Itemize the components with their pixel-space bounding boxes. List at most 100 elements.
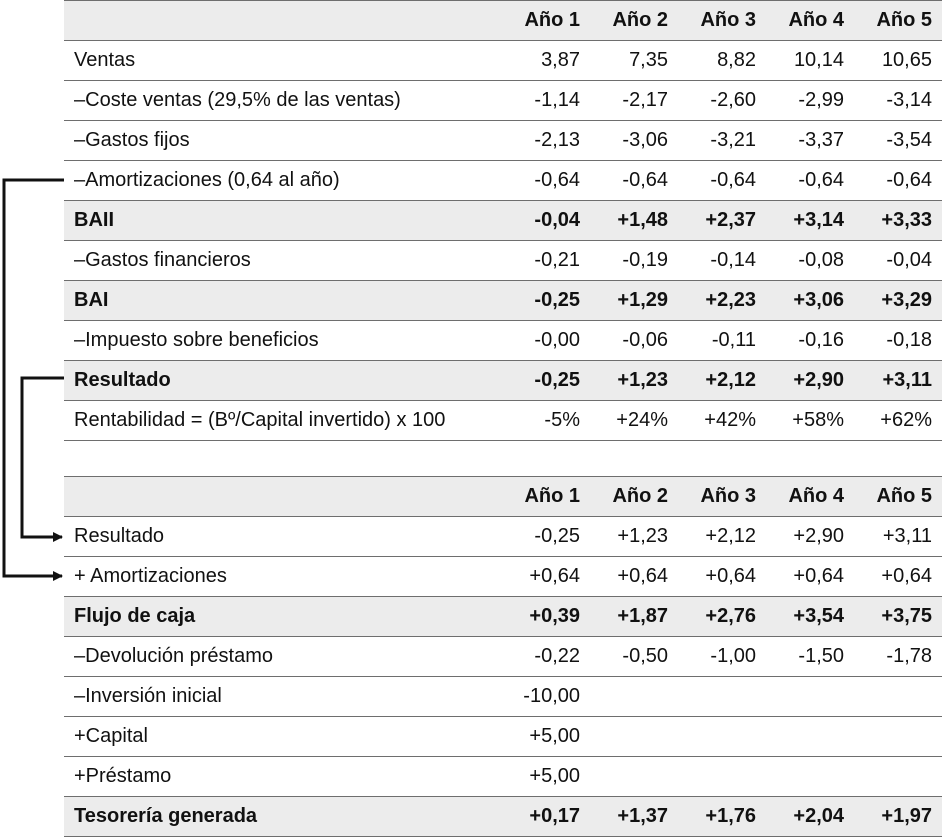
- value-cell: +3,11: [854, 360, 942, 401]
- row-label: Resultado: [64, 360, 502, 401]
- value-cell: -3,21: [678, 120, 766, 161]
- row-prestamo: +Préstamo +5,00: [64, 756, 942, 797]
- row-label: BAI: [64, 280, 502, 321]
- header-blank-cell: [64, 0, 502, 41]
- value-cell: -0,18: [854, 320, 942, 361]
- row-devolucion-prestamo: –Devolución préstamo -0,22 -0,50 -1,00 -1,50…: [64, 636, 942, 677]
- value-cell: -0,04: [854, 240, 942, 281]
- row-label: +Capital: [64, 716, 502, 757]
- value-cell: +3,54: [766, 596, 854, 637]
- column-header-ano-1: Año 1: [502, 476, 590, 517]
- row-capital: +Capital +5,00: [64, 716, 942, 757]
- value-cell: [854, 756, 942, 797]
- value-cell: [678, 676, 766, 717]
- value-cell: [678, 756, 766, 797]
- value-cell: +5,00: [502, 716, 590, 757]
- value-cell: +1,23: [590, 360, 678, 401]
- column-header-ano-3: Año 3: [678, 0, 766, 41]
- value-cell: +2,90: [766, 360, 854, 401]
- value-cell: +2,37: [678, 200, 766, 241]
- row-label: Resultado: [64, 516, 502, 557]
- value-cell: -3,06: [590, 120, 678, 161]
- value-cell: -2,60: [678, 80, 766, 121]
- value-cell: -0,64: [590, 160, 678, 201]
- value-cell: +2,90: [766, 516, 854, 557]
- value-cell: -3,37: [766, 120, 854, 161]
- column-header-ano-3: Año 3: [678, 476, 766, 517]
- row-amortizaciones-0-64-al-ano: –Amortizaciones (0,64 al año) -0,64 -0,64-…: [64, 160, 942, 201]
- row-label: Rentabilidad = (Bº/Capital invertido) x …: [64, 400, 502, 441]
- value-cell: [590, 716, 678, 757]
- value-cell: -0,21: [502, 240, 590, 281]
- value-cell: +2,12: [678, 360, 766, 401]
- column-header-ano-4: Año 4: [766, 0, 854, 41]
- value-cell: [766, 756, 854, 797]
- value-cell: -0,14: [678, 240, 766, 281]
- value-cell: +62%: [854, 400, 942, 441]
- value-cell: 3,87: [502, 40, 590, 81]
- value-cell: [854, 676, 942, 717]
- value-cell: -0,06: [590, 320, 678, 361]
- row-label: –Impuesto sobre beneficios: [64, 320, 502, 361]
- row-rentabilidad-b-capital-invertido-x-100: Rentabilidad = (Bº/Capital invertido) x …: [64, 400, 942, 441]
- row-label: –Inversión inicial: [64, 676, 502, 717]
- value-cell: -0,00: [502, 320, 590, 361]
- value-cell: +3,33: [854, 200, 942, 241]
- row-label: Flujo de caja: [64, 596, 502, 637]
- row-gastos-financieros: –Gastos financieros -0,21 -0,19 -0,14 -0,08-…: [64, 240, 942, 281]
- row-resultado: Resultado -0,25 +1,23 +2,12 +2,90 +3,11: [64, 360, 942, 401]
- value-cell: +0,39: [502, 596, 590, 637]
- row-tesoreria-generada: Tesorería generada +0,17 +1,37 +1,76 +2,04 +1…: [64, 796, 942, 837]
- value-cell: +3,06: [766, 280, 854, 321]
- value-cell: +0,64: [854, 556, 942, 597]
- value-cell: -1,50: [766, 636, 854, 677]
- row-resultado: Resultado -0,25 +1,23 +2,12 +2,90 +3,11: [64, 516, 942, 557]
- row-label: –Gastos financieros: [64, 240, 502, 281]
- row-label: + Amortizaciones: [64, 556, 502, 597]
- value-cell: -0,04: [502, 200, 590, 241]
- cash-flow-table: Año 1 Año 2 Año 3 Año 4 Año 5 Resultado -0,25…: [64, 476, 942, 837]
- value-cell: [590, 676, 678, 717]
- value-cell: +2,76: [678, 596, 766, 637]
- value-cell: -0,25: [502, 360, 590, 401]
- value-cell: -0,08: [766, 240, 854, 281]
- column-header-ano-4: Año 4: [766, 476, 854, 517]
- value-cell: -0,64: [678, 160, 766, 201]
- value-cell: +42%: [678, 400, 766, 441]
- value-cell: -0,22: [502, 636, 590, 677]
- row-gastos-fijos: –Gastos fijos -2,13 -3,06 -3,21 -3,37 -3,54: [64, 120, 942, 161]
- value-cell: -2,13: [502, 120, 590, 161]
- header-row: Año 1 Año 2 Año 3 Año 4 Año 5: [64, 0, 942, 41]
- value-cell: +1,37: [590, 796, 678, 837]
- row-coste-ventas-29-5-de-las-ventas: –Coste ventas (29,5% de las ventas) -1,14…: [64, 80, 942, 121]
- value-cell: -0,50: [590, 636, 678, 677]
- value-cell: +2,12: [678, 516, 766, 557]
- row-ventas: Ventas 3,87 7,35 8,82 10,14 10,65: [64, 40, 942, 81]
- value-cell: -10,00: [502, 676, 590, 717]
- value-cell: +0,64: [502, 556, 590, 597]
- value-cell: 8,82: [678, 40, 766, 81]
- header-row: Año 1 Año 2 Año 3 Año 4 Año 5: [64, 476, 942, 517]
- value-cell: [678, 716, 766, 757]
- row-label: BAII: [64, 200, 502, 241]
- row-label: Tesorería generada: [64, 796, 502, 837]
- value-cell: +1,23: [590, 516, 678, 557]
- value-cell: -5%: [502, 400, 590, 441]
- value-cell: +3,14: [766, 200, 854, 241]
- value-cell: +2,23: [678, 280, 766, 321]
- value-cell: -1,00: [678, 636, 766, 677]
- row-inversion-inicial: –Inversión inicial -10,00: [64, 676, 942, 717]
- value-cell: 10,14: [766, 40, 854, 81]
- value-cell: +0,64: [678, 556, 766, 597]
- value-cell: +2,04: [766, 796, 854, 837]
- row-label: –Coste ventas (29,5% de las ventas): [64, 80, 502, 121]
- row-label: –Gastos fijos: [64, 120, 502, 161]
- column-header-ano-5: Año 5: [854, 476, 942, 517]
- row-baii: BAII -0,04 +1,48 +2,37 +3,14 +3,33: [64, 200, 942, 241]
- value-cell: -0,64: [854, 160, 942, 201]
- value-cell: +1,29: [590, 280, 678, 321]
- value-cell: -3,54: [854, 120, 942, 161]
- column-header-ano-5: Año 5: [854, 0, 942, 41]
- value-cell: +5,00: [502, 756, 590, 797]
- value-cell: [854, 716, 942, 757]
